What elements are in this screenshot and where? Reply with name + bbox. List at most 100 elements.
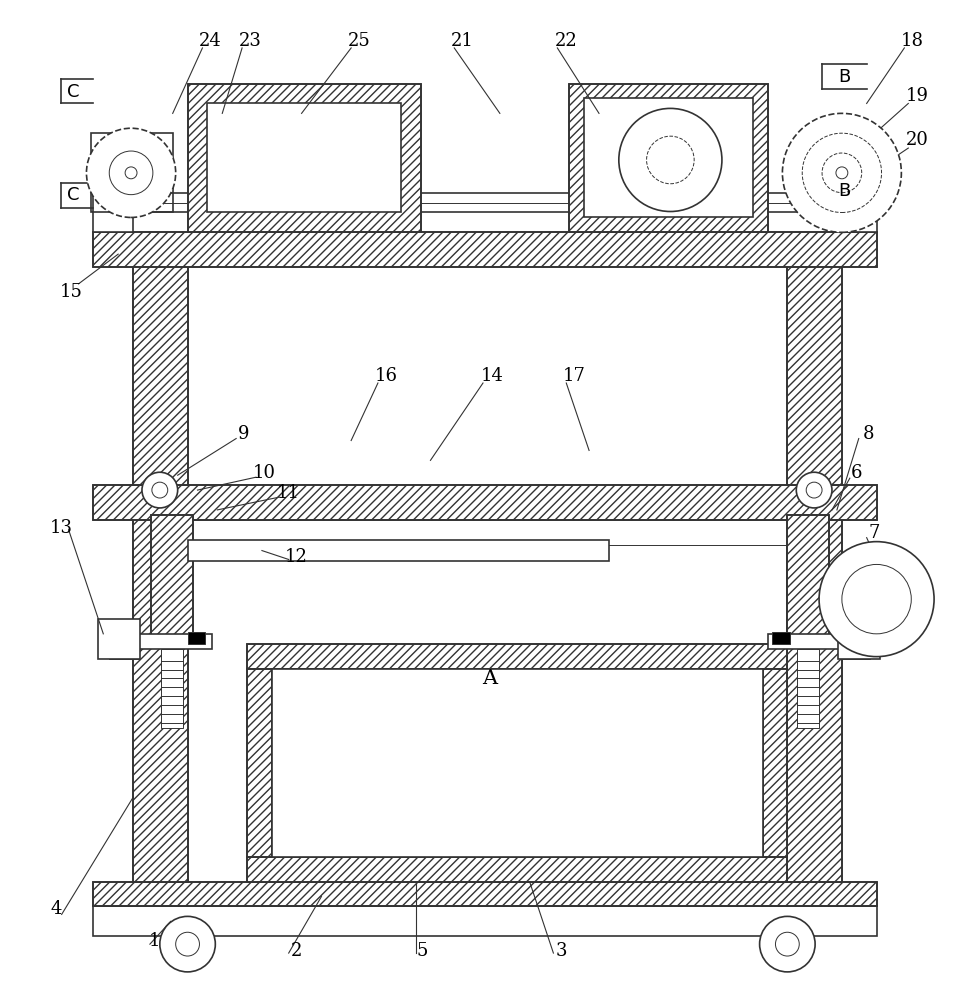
Bar: [188, 520, 792, 545]
Bar: [99, 619, 140, 659]
Circle shape: [803, 133, 882, 212]
Text: 15: 15: [60, 283, 83, 301]
Text: C: C: [68, 83, 80, 101]
Text: 8: 8: [863, 425, 874, 443]
Bar: [94, 906, 876, 936]
Text: 3: 3: [556, 942, 567, 960]
Circle shape: [142, 472, 178, 508]
Text: 1: 1: [149, 932, 161, 950]
Text: 2: 2: [291, 942, 303, 960]
Bar: [133, 515, 188, 882]
Text: 6: 6: [851, 464, 863, 482]
Bar: [247, 857, 787, 882]
Circle shape: [835, 167, 848, 179]
Text: A: A: [483, 669, 497, 688]
Bar: [94, 485, 876, 520]
Bar: [133, 262, 188, 485]
Circle shape: [806, 482, 822, 498]
Bar: [787, 262, 842, 485]
Bar: [151, 515, 192, 644]
Bar: [842, 188, 876, 232]
Circle shape: [176, 932, 199, 956]
Bar: [797, 649, 819, 728]
Bar: [787, 515, 829, 644]
Bar: [584, 98, 752, 217]
Bar: [272, 669, 763, 857]
Text: 17: 17: [563, 367, 586, 385]
Text: 16: 16: [374, 367, 397, 385]
Text: 18: 18: [901, 32, 923, 50]
Circle shape: [86, 128, 176, 217]
Text: 5: 5: [417, 942, 428, 960]
Circle shape: [819, 542, 934, 657]
Bar: [188, 540, 609, 561]
Bar: [92, 133, 173, 212]
Text: B: B: [838, 182, 851, 200]
Bar: [773, 632, 790, 644]
Text: 21: 21: [451, 32, 474, 50]
Bar: [94, 232, 876, 267]
Bar: [807, 133, 871, 212]
Text: 4: 4: [50, 900, 62, 918]
Bar: [94, 485, 876, 520]
Bar: [109, 634, 124, 649]
Bar: [109, 624, 139, 659]
Bar: [94, 882, 876, 906]
Bar: [768, 634, 847, 649]
Bar: [247, 669, 272, 857]
Circle shape: [109, 151, 153, 195]
Bar: [94, 882, 876, 906]
Bar: [188, 84, 421, 232]
Bar: [247, 644, 787, 669]
Bar: [94, 232, 876, 267]
Circle shape: [152, 482, 167, 498]
Text: B: B: [838, 68, 851, 86]
Circle shape: [796, 472, 832, 508]
Bar: [133, 634, 213, 649]
Bar: [570, 84, 768, 232]
Bar: [188, 632, 205, 644]
Circle shape: [619, 108, 722, 212]
Bar: [133, 262, 188, 485]
Text: C: C: [68, 186, 80, 204]
Text: 12: 12: [285, 548, 308, 566]
Text: 10: 10: [252, 464, 276, 482]
Circle shape: [782, 113, 901, 232]
Bar: [151, 515, 192, 644]
Text: 7: 7: [869, 524, 880, 542]
Circle shape: [160, 916, 216, 972]
Bar: [840, 624, 869, 659]
Bar: [838, 619, 880, 659]
Circle shape: [760, 916, 815, 972]
Circle shape: [822, 153, 862, 193]
Bar: [787, 515, 842, 882]
Bar: [787, 515, 842, 882]
Bar: [570, 84, 768, 232]
Bar: [763, 669, 787, 857]
Bar: [787, 262, 842, 485]
Bar: [94, 188, 133, 232]
Text: 9: 9: [238, 425, 249, 443]
Text: 22: 22: [555, 32, 577, 50]
Text: 11: 11: [278, 484, 300, 502]
Bar: [247, 669, 272, 857]
Bar: [133, 515, 188, 882]
Circle shape: [125, 167, 137, 179]
Text: 13: 13: [50, 519, 73, 537]
Text: 20: 20: [906, 131, 928, 149]
Bar: [247, 857, 787, 882]
Text: 14: 14: [481, 367, 504, 385]
Text: 23: 23: [239, 32, 261, 50]
Bar: [161, 649, 183, 728]
Bar: [787, 515, 829, 644]
Text: 24: 24: [199, 32, 221, 50]
Bar: [763, 669, 787, 857]
Circle shape: [776, 932, 800, 956]
Text: 19: 19: [906, 87, 928, 105]
Bar: [207, 103, 400, 212]
Bar: [188, 84, 421, 232]
Bar: [855, 634, 869, 649]
Circle shape: [842, 564, 911, 634]
Text: 25: 25: [348, 32, 370, 50]
Bar: [247, 644, 787, 669]
